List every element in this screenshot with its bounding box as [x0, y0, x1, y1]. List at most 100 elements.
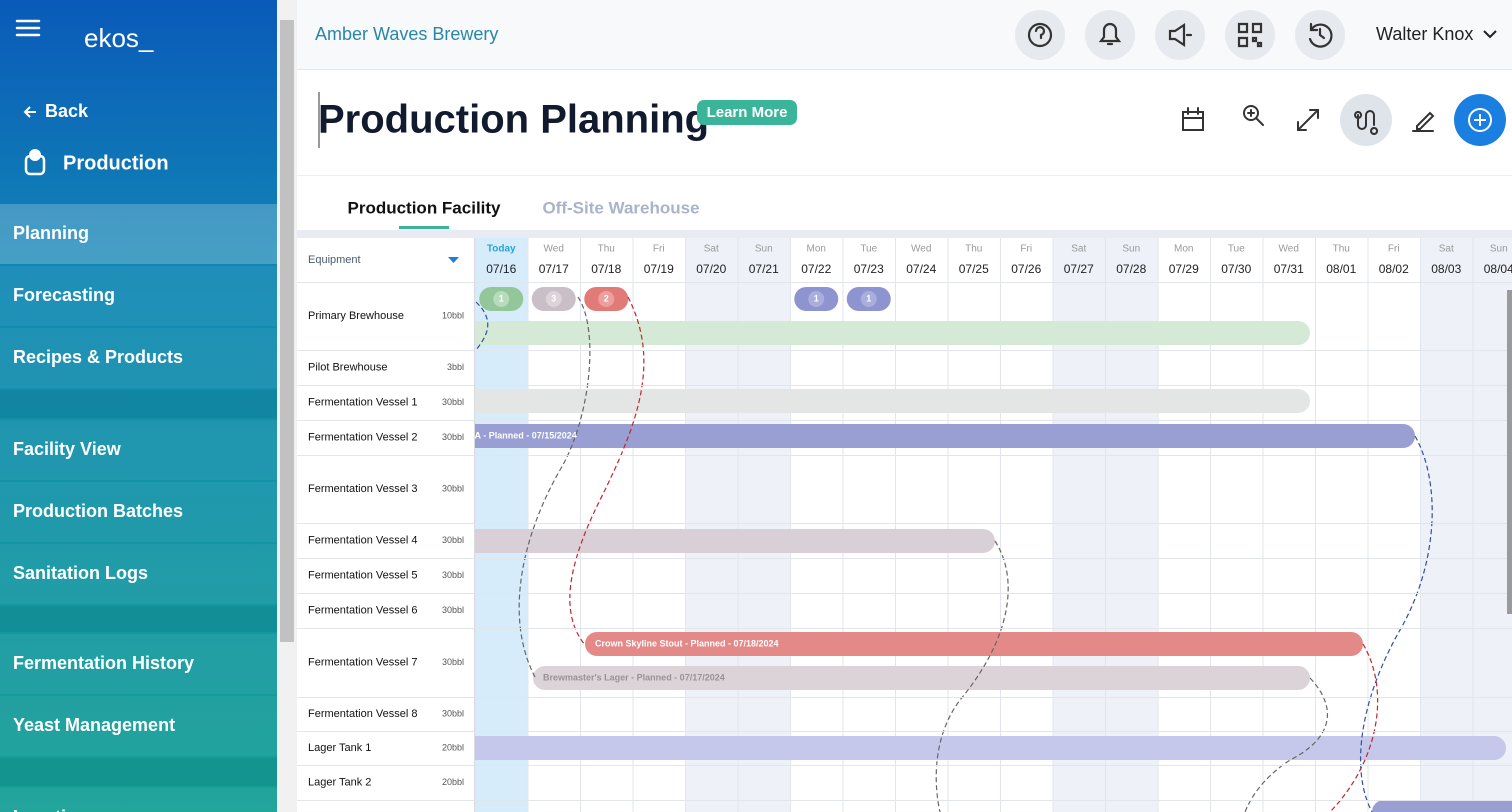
- day-date: 07/25: [959, 262, 989, 276]
- equipment-capacity: 30bbl: [442, 432, 464, 442]
- brew-count-bg: [808, 291, 825, 307]
- tab[interactable]: Off-Site Warehouse: [542, 198, 699, 217]
- nav-item-bg: [0, 634, 277, 694]
- equipment-sort[interactable]: [448, 257, 459, 263]
- day-date: 08/02: [1379, 262, 1409, 276]
- company-name: Amber Waves Brewery: [315, 24, 498, 44]
- toolbar-icon[interactable]: [1354, 110, 1379, 135]
- day-weekday: Sat: [1439, 244, 1454, 255]
- header-icon-button[interactable]: [1225, 10, 1275, 60]
- nav-item-bg: [0, 420, 277, 480]
- equipment-name: Pilot Brewhouse: [308, 361, 388, 373]
- nav-item[interactable]: Sanitation Logs: [13, 563, 148, 583]
- equipment-name: Fermentation Vessel 3: [308, 483, 417, 495]
- toolbar-icon[interactable]: [1412, 111, 1435, 132]
- equipment-name: Primary Brewhouse: [308, 310, 404, 322]
- nav: Planning Forecasting Recipes & Products Fac…: [0, 204, 277, 812]
- day-weekday: Sun: [1122, 244, 1140, 255]
- user-name[interactable]: Walter Knox: [1376, 24, 1473, 44]
- nav-gap: [0, 606, 277, 632]
- nav-item[interactable]: Forecasting: [13, 285, 115, 305]
- day-date: 08/03: [1431, 262, 1461, 276]
- day-date: 07/28: [1116, 262, 1146, 276]
- nav-gap: [0, 390, 277, 418]
- nav-item[interactable]: Locations: [13, 807, 98, 812]
- equipment-capacity: 20bbl: [442, 742, 464, 752]
- nav-item[interactable]: Recipes & Products: [13, 347, 183, 367]
- day-date: 07/17: [539, 262, 569, 276]
- brew-count: 1: [814, 293, 819, 303]
- header-icon: [1027, 22, 1053, 48]
- batch-bar[interactable]: [440, 529, 995, 553]
- user-caret: [1483, 30, 1497, 39]
- batch-label: Brewmaster's Lager - Planned - 07/17/202…: [543, 672, 725, 682]
- equipment-capacity: 30bbl: [442, 708, 464, 718]
- batch-bar[interactable]: [440, 736, 1506, 760]
- day-weekday: Sat: [1071, 244, 1086, 255]
- grid-frame-top: [297, 230, 1512, 238]
- brew-count-bg: [545, 291, 562, 307]
- batch-bar[interactable]: [400, 424, 1415, 448]
- grid-scrollbar: [1507, 290, 1512, 614]
- toolbar-icon[interactable]: [1182, 107, 1204, 131]
- header-icon: [1237, 22, 1263, 48]
- batch-label: Crown Skyline Stout - Planned - 07/18/20…: [595, 638, 779, 648]
- day-date: 07/29: [1169, 262, 1199, 276]
- nav-item[interactable]: Planning: [13, 223, 89, 243]
- batch-bar[interactable]: [533, 666, 1310, 690]
- scrollbar-thumb: [280, 20, 294, 642]
- day-date: 07/16: [486, 262, 516, 276]
- back-link[interactable]: Back: [45, 101, 89, 121]
- tab-underline: [399, 226, 449, 229]
- day-date: 07/30: [1221, 262, 1251, 276]
- day-date: 07/24: [906, 262, 936, 276]
- day-column: [1420, 238, 1473, 812]
- nav-item[interactable]: Fermentation History: [13, 653, 194, 673]
- brew-count: 3: [551, 293, 556, 303]
- equipment-capacity: 30bbl: [442, 535, 464, 545]
- add-icon: [1468, 108, 1493, 132]
- day-column: [1315, 238, 1368, 812]
- day-weekday: Today: [487, 244, 516, 255]
- dependency-link: [569, 296, 645, 646]
- day-date: 07/27: [1064, 262, 1094, 276]
- toolbar-icon[interactable]: [1297, 109, 1319, 131]
- equipment-capacity: 30bbl: [442, 483, 464, 493]
- equipment-capacity: 10bbl: [442, 310, 464, 320]
- batch-bar[interactable]: [440, 389, 1310, 413]
- header-icon: [1098, 22, 1122, 46]
- nav-item[interactable]: Facility View: [13, 439, 122, 459]
- equipment-capacity: 20bbl: [442, 777, 464, 787]
- day-weekday: Tue: [1228, 244, 1245, 255]
- dependency-link: [475, 301, 489, 351]
- dependency-link: [935, 540, 1009, 812]
- day-weekday: Thu: [965, 244, 982, 255]
- day-weekday: Mon: [807, 244, 826, 255]
- equipment-name: Fermentation Vessel 4: [308, 534, 417, 546]
- batch-bar[interactable]: [440, 321, 1310, 345]
- nav-item[interactable]: Yeast Management: [13, 715, 175, 735]
- day-weekday: Fri: [1388, 244, 1400, 255]
- back-arrow: [23, 106, 36, 118]
- toolbar-icon[interactable]: [1243, 105, 1264, 126]
- day-date: 07/20: [696, 262, 726, 276]
- nav-item-bg: [0, 328, 277, 388]
- header-icon: [1308, 22, 1333, 48]
- header-icon-button[interactable]: [1155, 10, 1205, 60]
- tab[interactable]: Production Facility: [347, 198, 501, 217]
- learn-more-bg[interactable]: [697, 100, 797, 125]
- day-weekday: Sun: [755, 244, 773, 255]
- nav-item[interactable]: Production Batches: [13, 501, 183, 521]
- batch-bar[interactable]: [585, 632, 1363, 656]
- day-weekday: Tue: [860, 244, 877, 255]
- nav-item-bg: [0, 544, 277, 604]
- nav-item-bg: [0, 482, 277, 542]
- learn-more[interactable]: Learn More: [707, 104, 788, 121]
- day-weekday: Thu: [1333, 244, 1350, 255]
- batch-bar[interactable]: [1372, 800, 1512, 812]
- equipment-name: Fermentation Vessel 1: [308, 396, 417, 408]
- day-date: 08/01: [1326, 262, 1356, 276]
- equipment-capacity: 30bbl: [442, 605, 464, 615]
- header-icon-button[interactable]: [1085, 10, 1135, 60]
